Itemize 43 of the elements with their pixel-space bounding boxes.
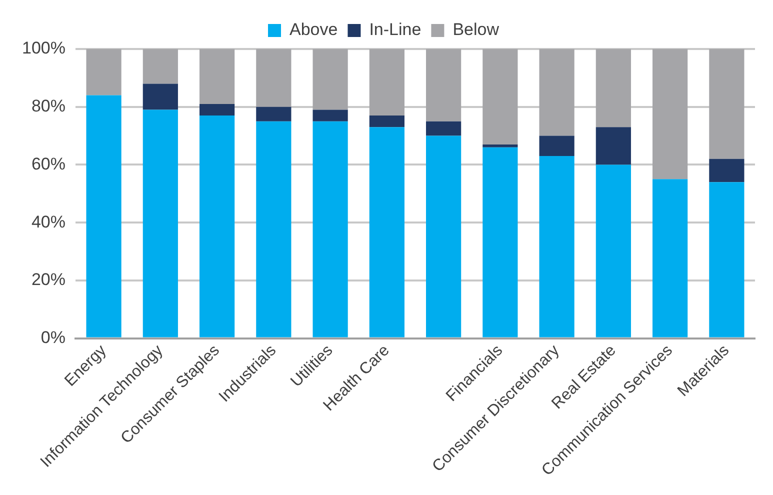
bar: [86, 95, 122, 338]
bar: [199, 104, 235, 116]
y-tick-label: 20%: [31, 270, 66, 290]
bar: [312, 110, 348, 122]
bar: [596, 49, 631, 128]
bar: [256, 106, 292, 122]
bar: [256, 121, 292, 338]
bar: [142, 84, 178, 110]
bar: [596, 164, 631, 338]
bar: [256, 49, 292, 107]
bar: [709, 158, 744, 182]
bar: [312, 121, 348, 338]
bar: [312, 49, 348, 110]
bar: [369, 127, 404, 338]
bar: [482, 49, 518, 144]
bar: [539, 156, 574, 338]
bar: [482, 144, 518, 148]
legend-label: In-Line: [369, 20, 422, 40]
bar: [426, 49, 462, 122]
bar: [426, 121, 462, 136]
bar: [369, 116, 404, 128]
y-tick-label: 60%: [31, 154, 66, 174]
bar: [142, 110, 178, 338]
bar: [539, 136, 574, 156]
bar: [652, 179, 688, 338]
bar: [142, 49, 178, 84]
y-tick-label: 80%: [31, 96, 66, 116]
legend-label: Above: [290, 20, 338, 40]
bar: [86, 49, 122, 96]
bar: [482, 147, 518, 338]
bar: [199, 49, 235, 104]
bar: [426, 136, 462, 338]
bar: [369, 49, 404, 116]
y-tick-label: 100%: [22, 38, 66, 58]
y-tick-label: 40%: [31, 212, 66, 232]
bar: [709, 49, 744, 159]
legend-label: Below: [452, 20, 500, 40]
bar: [539, 49, 574, 136]
bar: [709, 182, 744, 338]
bar: [596, 127, 631, 165]
y-tick-label: 0%: [40, 328, 66, 347]
bar: [199, 116, 235, 338]
bar: [652, 49, 688, 180]
